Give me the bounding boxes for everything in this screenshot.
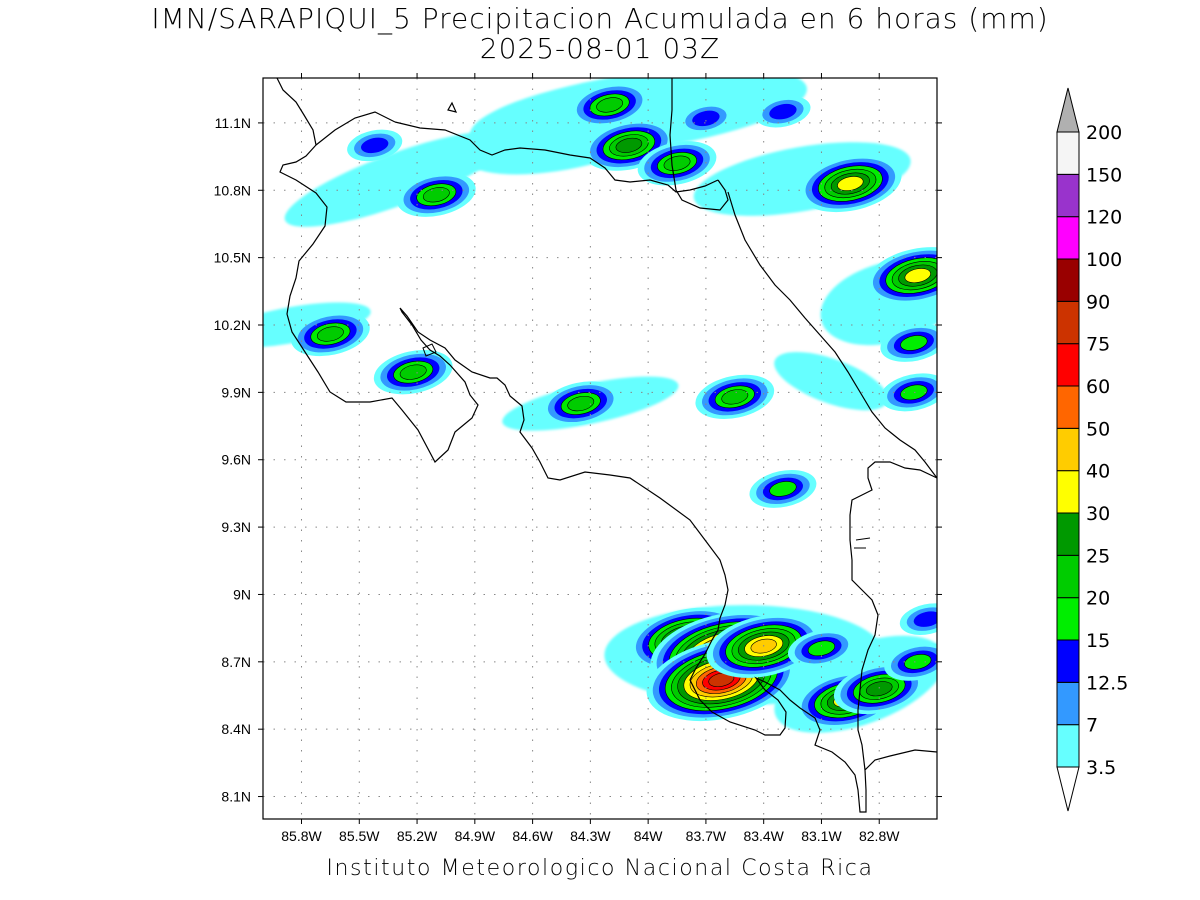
x-tick-label: 83.4W bbox=[743, 828, 784, 844]
y-tick-label: 9.6N bbox=[221, 452, 251, 468]
rain-cell-contour bbox=[596, 97, 624, 113]
y-tick-label: 11.1N bbox=[215, 115, 251, 131]
y-tick-label: 9.9N bbox=[221, 384, 251, 400]
footer-credit: Instituto Meteorologico Nacional Costa R… bbox=[326, 856, 874, 881]
colorbar-label: 90 bbox=[1086, 291, 1110, 313]
rain-cell-contour bbox=[316, 326, 344, 342]
x-tick-label: 84.9W bbox=[455, 828, 496, 844]
x-tick-label: 83.7W bbox=[686, 828, 727, 844]
colorbar-swatch bbox=[1056, 639, 1080, 683]
x-tick-label: 85.8W bbox=[281, 828, 322, 844]
colorbar-label: 25 bbox=[1086, 545, 1110, 567]
colorbar-swatch bbox=[1056, 470, 1080, 514]
graticule bbox=[263, 78, 937, 819]
rain-cell-contour bbox=[721, 389, 749, 405]
y-tick-label: 10.8N bbox=[214, 182, 251, 198]
colorbar-label: 15 bbox=[1086, 630, 1110, 652]
rain-band bbox=[774, 352, 888, 411]
x-tick-label: 82.8W bbox=[859, 828, 900, 844]
y-tick-label: 8.4N bbox=[221, 721, 251, 737]
colorbar-label: 20 bbox=[1086, 588, 1110, 610]
rain-cell-contour bbox=[663, 155, 691, 171]
colorbar-swatch bbox=[1056, 300, 1080, 345]
y-tick-label: 10.5N bbox=[214, 250, 251, 266]
colorbar-swatch bbox=[1056, 724, 1080, 768]
colorbar-label: 7 bbox=[1086, 715, 1098, 737]
rain-cell-contour bbox=[708, 672, 735, 688]
colorbar-swatch bbox=[1056, 173, 1080, 218]
colorbar-label: 200 bbox=[1086, 122, 1122, 144]
plot-frame bbox=[262, 77, 938, 820]
y-tick-label: 9N bbox=[233, 586, 251, 602]
x-tick-label: 84.3W bbox=[570, 828, 611, 844]
y-tick-label: 10.2N bbox=[214, 317, 251, 333]
axis-ticks: 85.8W 85.5W 85.2W 84.9W 84.6W 84.3W 84W 83.7W 83… bbox=[214, 73, 942, 844]
colorbar-swatch bbox=[1056, 681, 1080, 726]
rain-cell-contour bbox=[361, 137, 389, 154]
rain-cell-contour bbox=[900, 384, 928, 401]
colorbar-label: 30 bbox=[1086, 503, 1110, 525]
colorbar-label: 75 bbox=[1086, 334, 1110, 356]
y-tick-label: 9.3N bbox=[221, 519, 251, 535]
colorbar-max-triangle bbox=[1056, 87, 1080, 133]
colorbar-swatch bbox=[1056, 512, 1080, 556]
colorbar-min-triangle bbox=[1056, 766, 1080, 812]
y-tick-label: 8.7N bbox=[221, 654, 251, 670]
rain-cell-contour bbox=[399, 364, 427, 380]
precipitation-field bbox=[263, 78, 937, 733]
colorbar-swatch bbox=[1056, 385, 1080, 429]
rain-cell-contour bbox=[422, 187, 450, 203]
x-tick-label: 84W bbox=[634, 828, 664, 844]
colorbar-label: 150 bbox=[1086, 164, 1122, 186]
x-tick-label: 85.5W bbox=[339, 828, 380, 844]
colorbar-legend: 3.5 7 12.5 15 20 25 30 40 50 60 75 90 100 120 150 200 bbox=[1056, 87, 1128, 812]
colorbar-swatch bbox=[1056, 427, 1080, 472]
colorbar-swatch bbox=[1056, 131, 1080, 175]
rain-cell-contour bbox=[615, 137, 643, 153]
coastline-borders bbox=[276, 78, 937, 813]
rain-cell-contour bbox=[692, 110, 720, 127]
colorbar-label: 12.5 bbox=[1086, 672, 1128, 694]
colorbar-label: 60 bbox=[1086, 376, 1110, 398]
colorbar-label: 40 bbox=[1086, 461, 1110, 483]
x-tick-label: 84.6W bbox=[512, 828, 553, 844]
colorbar-swatch bbox=[1056, 258, 1080, 302]
y-tick-label: 8.1N bbox=[221, 789, 251, 805]
rain-cell-contour bbox=[807, 640, 836, 657]
rain-cell-contour bbox=[913, 611, 937, 627]
map-subtitle-date: 2025-08-01 03Z bbox=[479, 32, 721, 65]
colorbar-swatch bbox=[1056, 343, 1080, 387]
colorbar-swatch bbox=[1056, 216, 1080, 260]
rain-cell-contour bbox=[769, 103, 797, 120]
rain-cell-contour bbox=[769, 481, 797, 497]
map-title: IMN/SARAPIQUI_5 Precipitacion Acumulada … bbox=[151, 2, 1049, 35]
x-tick-label: 85.2W bbox=[397, 828, 438, 844]
rain-cell-contour bbox=[567, 395, 595, 412]
rain-cell-contour bbox=[904, 654, 932, 670]
colorbar-label: 3.5 bbox=[1086, 757, 1116, 779]
x-tick-label: 83.1W bbox=[801, 828, 842, 844]
colorbar-swatch bbox=[1056, 554, 1080, 599]
colorbar-swatch bbox=[1056, 597, 1080, 641]
rain-band bbox=[284, 131, 511, 227]
rain-cell-contour bbox=[900, 335, 928, 351]
colorbar-label: 100 bbox=[1086, 249, 1122, 271]
rain-cell-contour bbox=[865, 681, 893, 697]
colorbar-label: 120 bbox=[1086, 207, 1122, 229]
rain-cell-contour bbox=[904, 268, 931, 284]
colorbar-label: 50 bbox=[1086, 418, 1110, 440]
